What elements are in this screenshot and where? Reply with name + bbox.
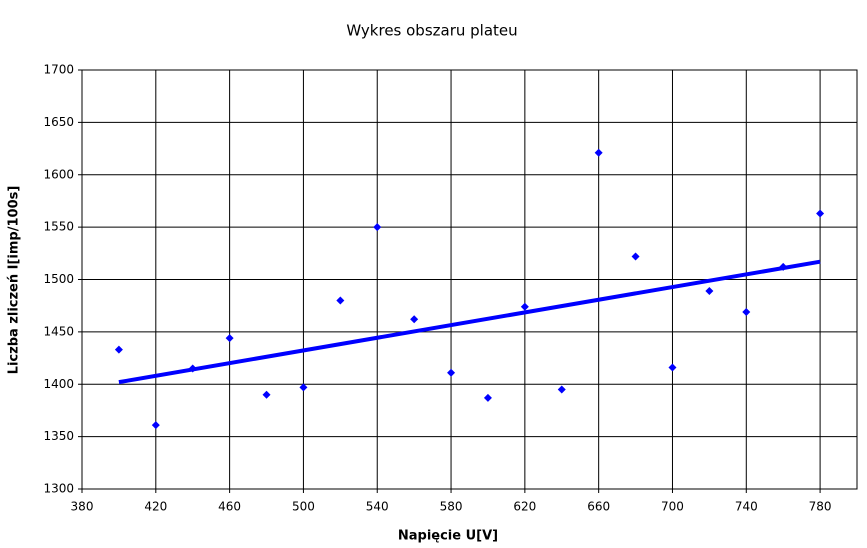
x-tick-label: 780	[809, 500, 832, 514]
trend-line	[118, 259, 821, 385]
x-tick-label: 700	[661, 500, 684, 514]
x-tick-label: 540	[366, 500, 389, 514]
point	[594, 148, 603, 157]
x-tick-label: 660	[587, 500, 610, 514]
point	[410, 315, 419, 324]
y-tick-label: 1500	[43, 272, 74, 286]
point	[262, 390, 271, 399]
y-tick-label: 1600	[43, 167, 74, 181]
x-tick-label: 740	[735, 500, 758, 514]
point	[188, 364, 197, 373]
point	[520, 302, 529, 311]
point	[114, 345, 123, 354]
point	[557, 385, 566, 394]
point	[151, 421, 160, 430]
x-tick-label: 500	[292, 500, 315, 514]
x-tick-label: 420	[144, 500, 167, 514]
point	[483, 393, 492, 402]
point	[631, 252, 640, 261]
x-axis-label: Napięcie U[V]	[398, 529, 498, 544]
y-tick-label: 1450	[43, 324, 74, 338]
y-tick-label: 1400	[43, 377, 74, 391]
point	[225, 334, 234, 343]
point	[742, 307, 751, 316]
y-tick-label: 1700	[43, 63, 74, 77]
point	[668, 363, 677, 372]
point	[705, 287, 714, 296]
y-tick-label: 1550	[43, 220, 74, 234]
point	[336, 296, 345, 305]
point	[299, 383, 308, 392]
point	[816, 209, 825, 218]
y-tick-label: 1300	[43, 482, 74, 496]
y-axis-label: Liczba zliczeń I[imp/100s]	[7, 186, 22, 375]
x-tick-label: 380	[71, 500, 94, 514]
point	[779, 262, 788, 271]
x-tick-label: 580	[440, 500, 463, 514]
point	[447, 368, 456, 377]
plot-border	[81, 69, 858, 490]
x-tick-label: 460	[218, 500, 241, 514]
y-tick-label: 1350	[43, 429, 74, 443]
point	[373, 223, 382, 232]
y-tick-label: 1650	[43, 115, 74, 129]
chart-title: Wykres obszaru plateu	[346, 22, 517, 40]
x-tick-label: 620	[513, 500, 536, 514]
